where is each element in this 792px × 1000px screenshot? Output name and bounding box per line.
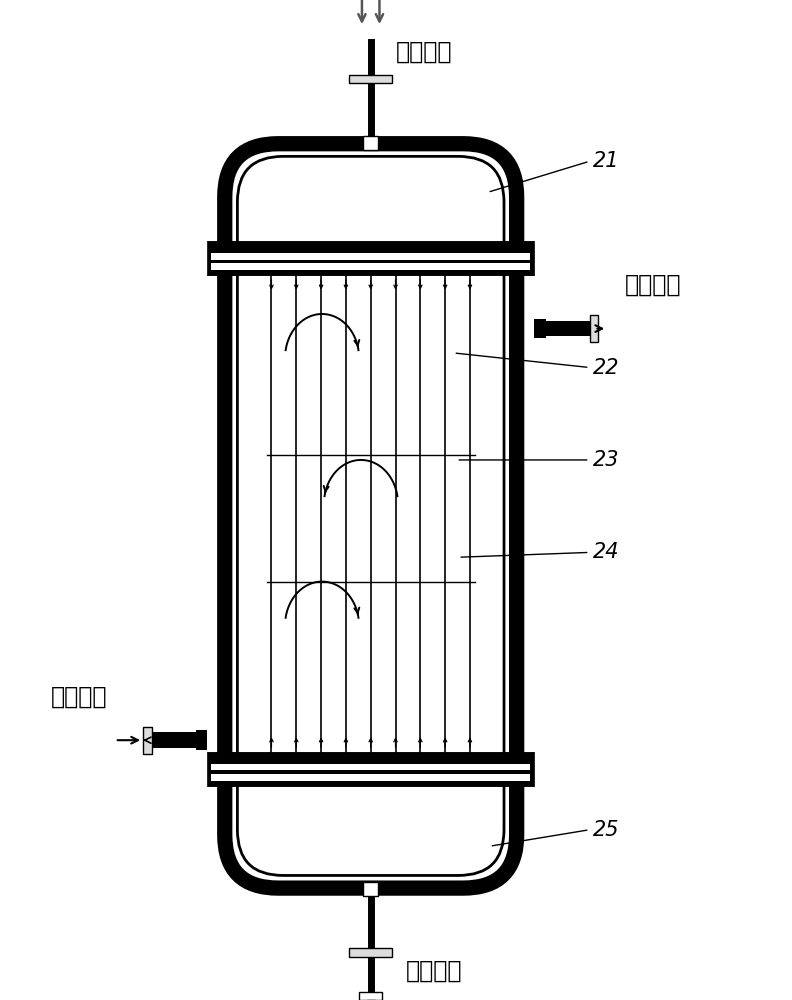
- Bar: [363, 882, 379, 896]
- Bar: [363, 136, 379, 150]
- Bar: [349, 948, 392, 957]
- Bar: [359, 992, 383, 1000]
- Bar: [211, 764, 531, 770]
- Bar: [208, 241, 534, 275]
- Text: 冷流体进: 冷流体进: [396, 39, 452, 63]
- Text: 24: 24: [592, 542, 619, 562]
- Bar: [152, 732, 208, 748]
- Bar: [208, 752, 534, 786]
- Text: 21: 21: [592, 151, 619, 171]
- Bar: [211, 253, 531, 260]
- Bar: [211, 263, 531, 270]
- Text: 热流体出: 热流体出: [625, 273, 681, 297]
- Bar: [196, 730, 208, 750]
- Text: 25: 25: [592, 820, 619, 840]
- Bar: [534, 321, 589, 336]
- FancyBboxPatch shape: [225, 144, 516, 888]
- Text: 热流体进: 热流体进: [51, 684, 107, 708]
- Bar: [349, 75, 392, 83]
- Bar: [211, 774, 531, 781]
- Text: 冷流体出: 冷流体出: [406, 959, 463, 983]
- Text: 23: 23: [592, 450, 619, 470]
- Bar: [534, 319, 546, 338]
- Bar: [589, 315, 599, 342]
- FancyBboxPatch shape: [238, 156, 504, 875]
- Text: 22: 22: [592, 358, 619, 378]
- Bar: [143, 727, 152, 754]
